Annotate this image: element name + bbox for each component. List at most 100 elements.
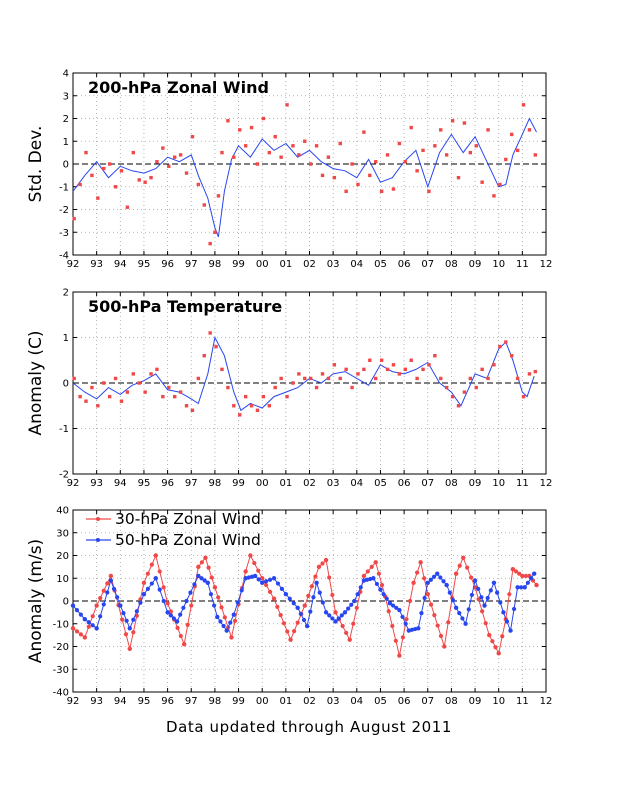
data-point [472,578,478,583]
series-marker [419,611,424,616]
data-point [480,180,484,184]
y-tick-label: 3 [63,91,69,102]
series-marker [246,575,251,580]
series-marker [131,617,136,622]
data-point [442,644,447,649]
data-point [520,573,525,579]
data-point [504,157,508,162]
data-point [216,194,221,198]
data-point [215,614,220,620]
data-point [323,610,329,615]
data-point [474,385,478,390]
series-marker [185,622,190,627]
series-marker [465,565,470,570]
series-marker [105,581,110,586]
series-marker [90,623,95,628]
data-point [397,653,402,658]
x-tick-label: 06 [398,259,411,270]
data-point [487,632,492,638]
series-marker [134,609,139,614]
legend: 30-hPa Zonal Wind 50-hPa Zonal Wind [86,510,261,549]
x-tick-label: 08 [445,696,458,707]
series-marker [330,592,335,598]
y-tick-label: -30 [53,665,69,676]
series-marker [460,616,465,621]
series-line [72,572,535,633]
x-tick-label: 09 [469,259,482,270]
data-point [267,404,271,408]
data-point [107,162,112,166]
data-point [403,367,407,372]
series-marker [189,603,194,608]
x-tick-label: 03 [327,696,340,707]
data-point [510,132,514,137]
series-marker [149,581,154,586]
data-point [486,376,490,381]
data-point [450,394,455,399]
data-point [155,160,159,164]
data-point [356,372,360,376]
data-point [463,621,468,626]
series-marker [344,630,349,635]
data-point [326,155,331,159]
y-tick-label: 1 [63,137,69,148]
data-point [332,175,337,180]
data-point [113,185,118,189]
series-marker [438,575,443,580]
series-marker [291,601,296,606]
y-tick-label: 0 [63,379,69,390]
data-point [119,399,124,403]
series-marker [480,609,485,614]
data-point [214,344,218,349]
data-point [338,376,342,381]
series-marker [495,590,500,595]
data-point [425,580,430,585]
series-marker [178,612,183,617]
series-marker [390,623,395,629]
data-point [202,203,206,207]
data-point [155,367,159,372]
series-marker [256,577,261,582]
data-point [314,580,319,585]
x-tick-label: 99 [232,259,245,270]
series-marker [339,613,344,618]
x-tick-label: 07 [421,696,434,707]
data-point [501,610,506,615]
series-marker [256,568,261,573]
x-tick-label: 97 [185,259,198,270]
data-point [492,363,496,367]
series-marker [86,624,91,629]
series-marker [447,590,452,595]
data-point [288,637,293,642]
data-point [374,160,378,164]
series-marker [483,621,488,626]
data-point [273,135,277,139]
data-point [137,381,141,385]
data-point [184,404,189,408]
y-tick-label: 40 [56,506,69,517]
data-point [96,404,100,408]
data-point [107,394,112,399]
data-point [468,376,473,381]
data-point [260,580,265,585]
data-point [143,390,147,394]
y-tick-label: 10 [56,574,69,585]
legend-label: 30-hPa Zonal Wind [115,510,261,528]
data-point [149,175,153,180]
panel-2: 92 93 94 95 96 97 98 99 00 01 02 03 04 05 06 07 08 09 10 11… [26,288,552,490]
series-1 [72,336,535,412]
x-tick-label: 10 [492,478,505,489]
series-marker [168,613,173,618]
x-tick-label: 04 [350,696,363,707]
series-marker [507,592,512,597]
series-marker [528,576,534,581]
data-point [533,369,538,374]
series-marker [199,576,204,581]
series-marker [355,592,360,597]
x-tick-label: 03 [327,478,340,489]
x-tick-label: 01 [279,478,292,489]
data-point [165,610,170,615]
x-tick-label: 98 [209,259,222,270]
